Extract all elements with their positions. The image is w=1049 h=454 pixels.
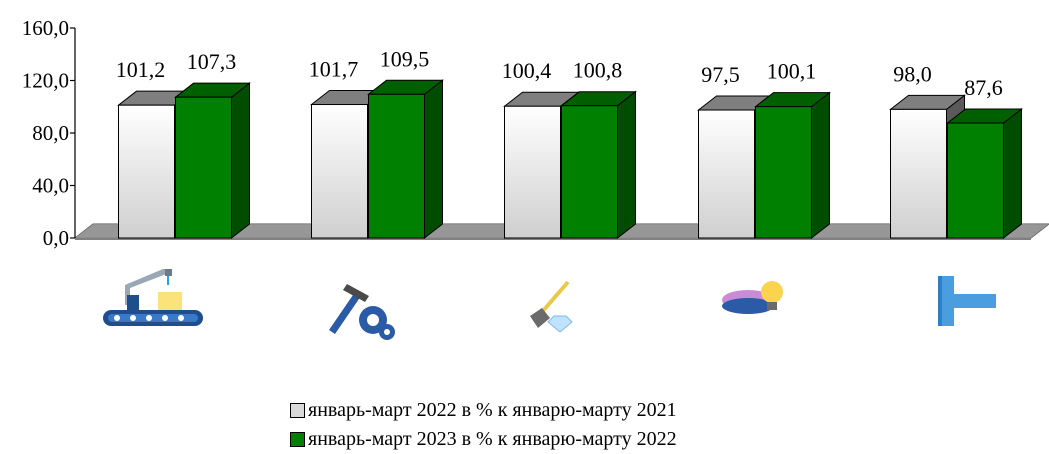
legend-swatch-green	[290, 432, 305, 447]
data-label: 98,0	[893, 61, 932, 86]
y-tick-label: 120,0	[22, 69, 69, 93]
legend-item-2023: январь-март 2023 в % к январю-марту 2022	[290, 425, 677, 454]
data-label: 87,6	[964, 75, 1003, 100]
legend-label: январь-март 2022 в % к январю-марту 2021	[308, 399, 677, 421]
bar	[890, 108, 947, 239]
bar-side	[617, 90, 636, 240]
bar	[947, 122, 1004, 239]
bars-layer	[117, 79, 1023, 240]
bar-side	[811, 91, 830, 240]
manufacturing-icon	[103, 269, 203, 326]
mining-icon	[530, 280, 573, 333]
bar	[175, 96, 232, 239]
bar	[118, 104, 175, 239]
bar	[368, 93, 425, 239]
bar-side	[424, 79, 443, 240]
y-tick-label: 80,0	[32, 121, 69, 145]
bar	[698, 109, 755, 239]
bar	[561, 105, 618, 239]
y-tick-label: 160,0	[22, 16, 69, 40]
bar-side	[231, 82, 250, 240]
data-label: 100,1	[767, 59, 817, 84]
water-supply-icon	[938, 276, 996, 326]
data-label: 107,3	[187, 49, 237, 74]
data-label: 100,8	[573, 58, 623, 83]
legend: январь-март 2022 в % к январю-марту 2021…	[290, 396, 677, 454]
category-icons	[103, 269, 996, 340]
bar	[755, 106, 812, 239]
data-label: 109,5	[380, 46, 430, 71]
bar	[504, 105, 561, 239]
construction-tools-icon	[329, 284, 395, 340]
data-label: 100,4	[502, 58, 552, 83]
legend-item-2022: январь-март 2022 в % к январю-марту 2021	[290, 396, 677, 425]
labels-layer: 101,2 107,3 101,7 109,5 100,4 100,8 97,5 100,1 9…	[116, 46, 1003, 100]
y-tick-label: 0,0	[43, 226, 69, 250]
bar-side	[1003, 108, 1022, 240]
legend-swatch-gray	[290, 403, 305, 418]
bar	[311, 104, 368, 239]
data-label: 97,5	[701, 62, 740, 87]
legend-label: январь-март 2023 в % к январю-марту 2022	[308, 428, 677, 450]
gas-electricity-icon	[722, 281, 783, 314]
y-tick-label: 40,0	[32, 174, 69, 198]
data-label: 101,7	[309, 57, 359, 82]
data-label: 101,2	[116, 57, 166, 82]
